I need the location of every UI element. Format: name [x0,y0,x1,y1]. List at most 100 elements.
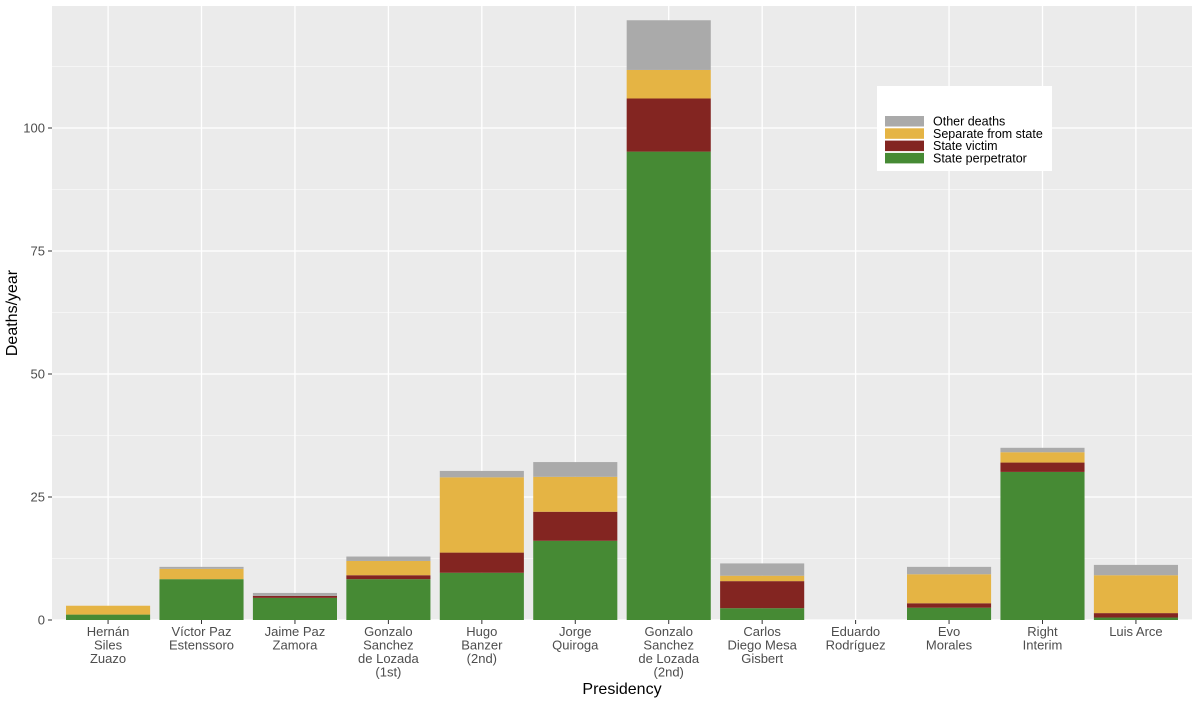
bar-segment-separate-from-state [1000,452,1085,463]
bar-segment-other-deaths [346,556,431,561]
x-tick-label: Right Interim [1023,624,1063,653]
x-axis-title: Presidency [582,681,661,698]
bar-segment-state-perpetrator [346,579,431,620]
bar-segment-state-victim [1093,613,1178,618]
bar-segment-state-victim [1000,462,1085,472]
bar-segment-state-victim [252,595,337,598]
bar-segment-state-perpetrator [439,572,524,620]
legend-key [885,116,924,127]
bar-stack [720,563,805,620]
legend-key [885,140,924,152]
bar-segment-state-victim [533,511,618,541]
bar-segment-other-deaths [533,462,618,477]
x-tick-label-line: Eduardo [831,624,880,639]
x-tick-label-line: Hugo [466,624,497,639]
x-tick-label-line: de Lozada [358,651,419,666]
bar-segment-state-perpetrator [533,540,618,620]
bar-segment-state-perpetrator [66,614,151,620]
bar-stack [159,566,244,620]
bar-segment-separate-from-state [66,605,151,615]
x-tick-label-line: (2nd) [467,651,497,666]
bar-stack [252,592,337,620]
x-tick-label-line: Estenssoro [169,638,234,653]
x-tick-label-line: (1st) [375,665,401,680]
bar-segment-separate-from-state [346,560,431,576]
x-tick-label-line: Víctor Paz [172,624,232,639]
bar-segment-separate-from-state [439,477,524,553]
bar-segment-state-perpetrator [626,151,711,620]
x-tick-label-line: Right [1027,624,1058,639]
x-tick-label: Víctor Paz Estenssoro [169,624,234,653]
major-gridlines [52,6,1192,621]
bar-segment-state-perpetrator [1093,617,1178,620]
legend-key [885,128,924,139]
bar-stack [533,462,618,620]
x-tick-label: Hugo Banzer (2nd) [461,624,503,666]
bar-stack [1093,564,1178,620]
x-tick-label-line: Morales [926,638,973,653]
bar-stack [907,566,992,620]
x-tick-label-line: Gonzalo [645,624,693,639]
x-tick-label-line: Jorge [559,624,592,639]
bar-segment-separate-from-state [907,574,992,604]
x-tick-label: Jaime Paz Zamora [265,624,326,653]
bar-segment-state-victim [907,603,992,608]
bar-segment-other-deaths [439,470,524,478]
bar-segment-other-deaths [1000,447,1085,453]
y-axis: 0 25 50 75 100 [23,121,52,628]
bar-segment-state-perpetrator [252,597,337,620]
x-tick-label: Eduardo Rodríguez [826,624,886,653]
x-tick-label-line: Diego Mesa [727,638,797,653]
x-tick-label: Hernán Siles Zuazo [87,624,130,666]
x-tick-label-line: Jaime Paz [265,624,326,639]
bar-segment-other-deaths [720,563,805,576]
x-tick-label-line: (2nd) [654,665,684,680]
bar-segment-other-deaths [159,566,244,569]
bar-stack [346,556,431,620]
x-tick-label: Carlos Diego Mesa Gisbert [727,624,797,666]
y-tick-label: 100 [23,121,45,136]
legend-label: State perpetrator [933,151,1027,165]
bar-segment-state-victim [626,98,711,152]
x-tick-label: Gonzalo Sanchez de Lozada (2nd) [638,624,699,680]
x-tick-label-line: Rodríguez [826,638,886,653]
bar-segment-other-deaths [907,566,992,575]
y-axis-title: Deaths/year [4,269,21,356]
bar-segment-state-victim [720,581,805,609]
bar-segment-state-victim [439,552,524,573]
bar-segment-separate-from-state [533,476,618,512]
x-tick-label-line: Gonzalo [364,624,412,639]
x-tick-label-line: Luis Arce [1109,624,1162,639]
bar-stack [1000,447,1085,620]
bar-segment-separate-from-state [626,69,711,99]
bar-stack [66,605,151,620]
x-tick-label-line: Zamora [273,638,319,653]
x-tick-label-line: Banzer [461,638,503,653]
x-tick-label-line: Interim [1023,638,1063,653]
legend-label: State victim [933,139,998,153]
x-tick-label: Gonzalo Sanchez de Lozada (1st) [358,624,419,680]
x-tick-label-line: Zuazo [90,651,126,666]
bar-segment-state-perpetrator [1000,471,1085,620]
y-tick-label: 50 [31,367,45,382]
bar-segment-other-deaths [626,20,711,70]
bar-segment-state-perpetrator [907,607,992,620]
bar-stack [626,20,711,620]
x-axis: Hernán Siles Zuazo Víctor Paz Estenssoro Jaim… [87,620,1163,680]
legend-label: Separate from state [933,127,1043,141]
y-tick-label: 25 [31,490,45,505]
y-tick-label: 75 [31,244,45,259]
bar-segment-state-victim [346,575,431,580]
x-tick-label-line: Gisbert [741,651,783,666]
x-tick-label-line: Hernán [87,624,130,639]
x-tick-label: Luis Arce [1109,624,1162,639]
bar-segment-other-deaths [1093,564,1178,576]
bar-segment-separate-from-state [159,568,244,580]
x-tick-label-line: Siles [94,638,123,653]
x-tick-label-line: Carlos [743,624,781,639]
y-tick-label: 0 [38,613,45,628]
x-tick-label-line: de Lozada [638,651,699,666]
x-tick-label-line: Sanchez [643,638,694,653]
